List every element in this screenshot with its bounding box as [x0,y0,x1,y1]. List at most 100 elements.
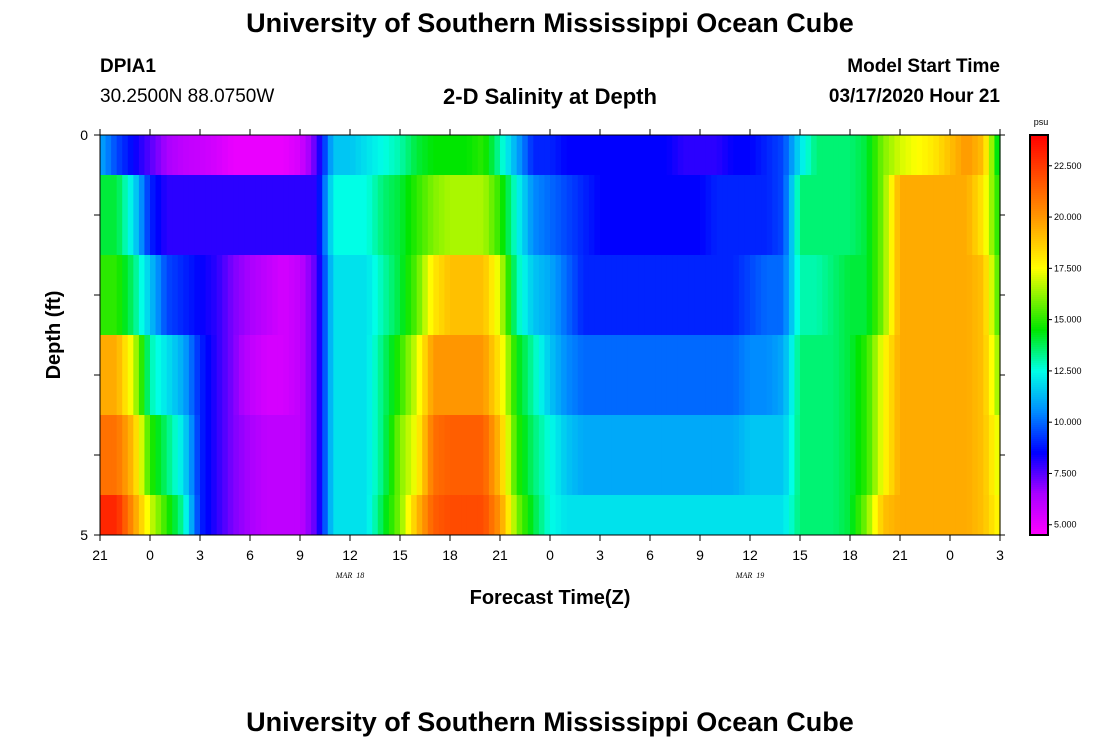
heatmap-cell [716,495,723,535]
heatmap-cell [844,175,851,255]
heatmap-cell [672,255,679,335]
heatmap-cell [550,255,557,335]
colorbar-segment [1030,163,1048,166]
colorbar-segment [1030,239,1048,242]
heatmap-cell [222,255,229,335]
colorbar-segment [1030,141,1048,144]
heatmap-cell [644,415,651,495]
heatmap-cell [233,335,240,415]
heatmap-cell [122,135,129,175]
heatmap-cell [555,415,562,495]
colorbar-segment [1030,241,1048,244]
heatmap-cell [405,135,412,175]
heatmap-cell [283,495,290,535]
heatmap-cell [744,495,751,535]
heatmap-cell [177,135,184,175]
colorbar-segment [1030,433,1048,436]
heatmap-cell [694,415,701,495]
colorbar-segment [1030,303,1048,306]
heatmap-cell [683,135,690,175]
heatmap-cell [900,415,907,495]
heatmap-cell [950,135,957,175]
heatmap-cell [533,415,540,495]
heatmap-cell [361,335,368,415]
heatmap-cell [288,255,296,335]
heatmap-cell [827,175,834,255]
heatmap-cell [750,495,757,535]
heatmap-cell [311,175,318,255]
heatmap-cell [638,175,646,255]
colorbar-segment [1030,305,1048,308]
heatmap-cell [327,495,334,535]
heatmap-cell [711,175,718,255]
heatmap-cell [350,415,357,495]
heatmap-cell [750,175,757,255]
heatmap-cell [516,415,523,495]
heatmap-cell [588,135,596,175]
heatmap-cell [838,175,846,255]
heatmap-cell [111,135,118,175]
heatmap-cell [833,135,840,175]
heatmap-cell [794,135,801,175]
colorbar-segment [1030,215,1048,218]
heatmap-cell [622,135,629,175]
heatmap-cell [844,135,851,175]
heatmap-cell [183,495,190,535]
heatmap-cell [655,495,662,535]
heatmap-cell [688,175,696,255]
colorbar-segment [1030,209,1048,212]
colorbar-segment [1030,391,1048,394]
heatmap-cell [694,175,701,255]
heatmap-cell [988,335,996,415]
colorbar-segment [1030,139,1048,142]
heatmap-cell [100,415,107,495]
heatmap-cell [611,335,618,415]
heatmap-cell [677,255,684,335]
heatmap-cell [622,255,629,335]
heatmap-cell [200,135,207,175]
heatmap-cell [283,415,290,495]
footer-title: University of Southern Mississippi Ocean… [246,707,854,737]
heatmap-cell [994,175,1001,255]
heatmap-cell [255,175,262,255]
heatmap-cell [100,175,107,255]
heatmap-cell [650,255,657,335]
heatmap-cell [450,175,457,255]
heatmap-cell [138,415,146,495]
heatmap-cell [983,175,990,255]
colorbar-segment [1030,177,1048,180]
heatmap-cell [350,135,357,175]
heatmap-cell [222,415,229,495]
heatmap-cell [194,335,201,415]
colorbar-segment [1030,281,1048,284]
heatmap-cell [977,495,984,535]
colorbar-segment [1030,295,1048,298]
colorbar-segment [1030,483,1048,486]
heatmap-cell [388,335,396,415]
heatmap-cell [466,175,473,255]
heatmap-cell [811,175,818,255]
heatmap-cell [838,495,846,535]
heatmap-cell [272,255,279,335]
heatmap-cell [827,135,834,175]
heatmap-cell [466,255,473,335]
heatmap-cell [883,415,890,495]
heatmap-cell [944,175,951,255]
heatmap-cell [650,175,657,255]
heatmap-cell [994,135,1001,175]
heatmap-cell [366,255,373,335]
heatmap-cell [205,495,212,535]
heatmap-cell [572,495,579,535]
colorbar-segment [1030,459,1048,462]
heatmap-cell [388,175,396,255]
colorbar-segment [1030,243,1048,246]
heatmap-cell [500,255,507,335]
heatmap-cell [894,415,901,495]
heatmap-cell [700,415,707,495]
heatmap-cell [905,415,912,495]
heatmap-cell [288,175,296,255]
heatmap-cell [300,135,307,175]
heatmap-cell [755,135,762,175]
colorbar-segment [1030,233,1048,236]
heatmap-cell [494,175,501,255]
